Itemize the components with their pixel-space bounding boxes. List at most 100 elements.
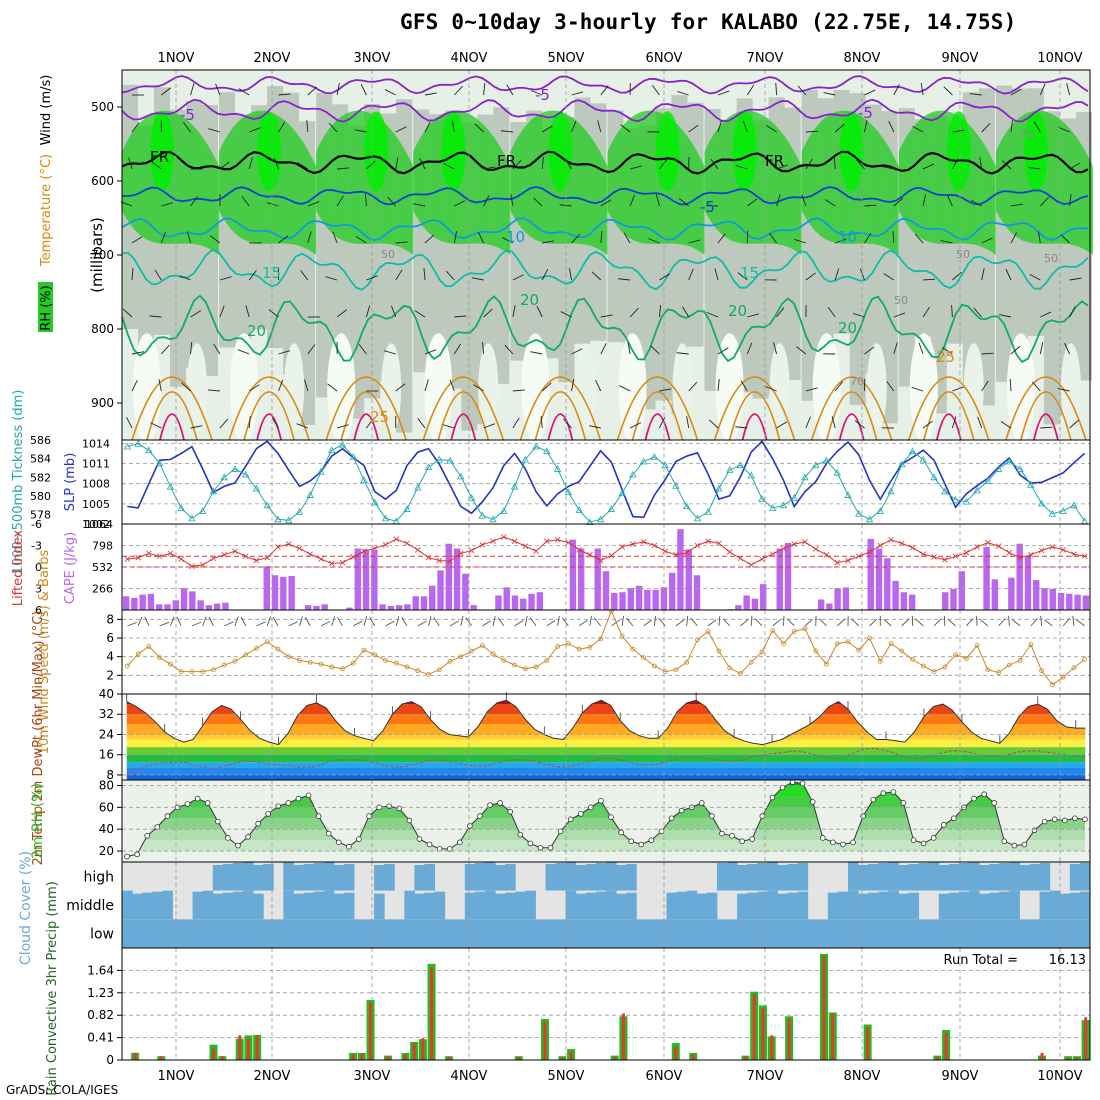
wind-barb: [794, 239, 807, 244]
cloud-cell: [263, 864, 274, 891]
warm-contour: [810, 376, 893, 441]
rh2m-point: [850, 839, 856, 846]
lifted-index-point: [275, 544, 281, 550]
wind-barb: [655, 194, 660, 207]
cape-bar: [884, 558, 891, 610]
warm-contour: [228, 376, 310, 441]
cape-bar: [776, 548, 783, 610]
wind-barb: [827, 307, 836, 318]
cape-bar: [371, 550, 378, 610]
wind10-point: [1028, 642, 1034, 647]
wind-barb: [627, 342, 631, 355]
wind10-point: [770, 628, 776, 633]
thickness-point: [812, 461, 820, 469]
wind10-barb: [401, 617, 408, 627]
wind10-barb: [979, 619, 989, 627]
wind10-point: [372, 652, 378, 658]
wind-barb: [618, 278, 631, 281]
credit-text: GrADS: COLA/IGES: [6, 1083, 119, 1097]
wind-barb: [746, 84, 755, 96]
wind-barb: [245, 305, 250, 318]
wind10-barb: [482, 620, 492, 627]
lifted-index-point: [909, 544, 916, 551]
precip-axis-label: Total / Rain Convective 3hr Precip (mm): [45, 881, 60, 1100]
wind-barb: [659, 159, 668, 170]
wind10-point: [469, 648, 474, 654]
wind-barb: [266, 202, 279, 207]
cloud-cell: [888, 862, 899, 891]
wind10-point: [759, 649, 765, 655]
wind-barb: [1039, 197, 1049, 207]
wind10-barb: [578, 619, 588, 627]
lifted-tick-label: 3: [35, 583, 42, 596]
wind10-point: [920, 663, 926, 669]
precip-convective-bar: [831, 1013, 835, 1060]
wind-barb: [540, 416, 543, 429]
wind10-point: [748, 659, 754, 665]
wind-barb: [424, 234, 435, 244]
wind-barb: [512, 274, 524, 281]
cloud-cell: [495, 893, 506, 920]
cloud-cell: [696, 919, 708, 948]
precip-panel: 0 0.41 0.82 1.23 1.64 Run Total = 16.13: [87, 948, 1090, 1067]
wind-barb: [454, 200, 466, 207]
hot-contour: [1033, 413, 1059, 441]
cloud-level-label: middle: [66, 898, 114, 914]
wind-barb: [500, 130, 513, 133]
thickness-point: [1070, 501, 1078, 509]
precip-convective-bar: [822, 956, 826, 1060]
hot-contour: [838, 413, 865, 441]
wind10-point: [479, 643, 485, 648]
wind-barb: [943, 86, 953, 96]
wind-barb: [559, 204, 572, 207]
wind10-point: [146, 644, 152, 649]
cloud-cell: [979, 893, 990, 920]
wind10-point: [845, 639, 851, 645]
wind-barb: [161, 202, 173, 207]
cloud-cell: [495, 919, 506, 948]
wind10-barb: [337, 616, 343, 627]
wind-barb: [571, 379, 575, 392]
thickness-point: [596, 515, 605, 523]
wind-barb: [151, 161, 162, 170]
wind-barb: [678, 198, 689, 207]
wind-barb: [717, 90, 730, 96]
contour-label: -5: [535, 86, 550, 104]
lifted-index-point: [920, 551, 927, 557]
cloud-panel: high middle low: [66, 862, 1091, 948]
wind10-point: [910, 657, 915, 662]
rh-green-region: [413, 110, 511, 256]
cloud-cell: [1039, 919, 1051, 948]
cloud-cell: [646, 919, 657, 948]
wind10-barb: [234, 616, 239, 627]
thickness-point: [295, 508, 304, 515]
cape-bar: [842, 587, 850, 610]
wind-barb: [1066, 83, 1071, 96]
cape-bar: [420, 596, 428, 610]
thickness-point: [489, 515, 497, 523]
wind10-barb: [497, 617, 505, 627]
rh-dry-column: [672, 343, 693, 434]
rh-green-region: [122, 110, 219, 256]
thickness-point: [661, 461, 669, 469]
cloud-cell: [404, 890, 415, 920]
wind-barb: [1009, 378, 1012, 392]
cloud-cell: [636, 919, 647, 948]
wind-barb: [1010, 232, 1018, 244]
wind10-barb: [1044, 619, 1053, 627]
wind10-point: [393, 660, 399, 666]
wind10-tick-label: 4: [106, 650, 114, 664]
lifted-index-point: [898, 540, 905, 547]
cloud-cell: [888, 919, 899, 948]
wind10-point: [447, 658, 453, 664]
thickness-point: [1037, 499, 1046, 507]
cape-bar: [288, 576, 295, 610]
thickness-point: [919, 455, 927, 463]
wind10-barb: [144, 616, 150, 627]
wind-barb: [210, 235, 221, 244]
cloud-cell: [485, 890, 496, 920]
rh-dry-column: [866, 343, 887, 434]
cloud-cell: [243, 890, 254, 920]
temperature-tick-label: 24: [99, 727, 114, 741]
warm-contour: [519, 376, 602, 441]
